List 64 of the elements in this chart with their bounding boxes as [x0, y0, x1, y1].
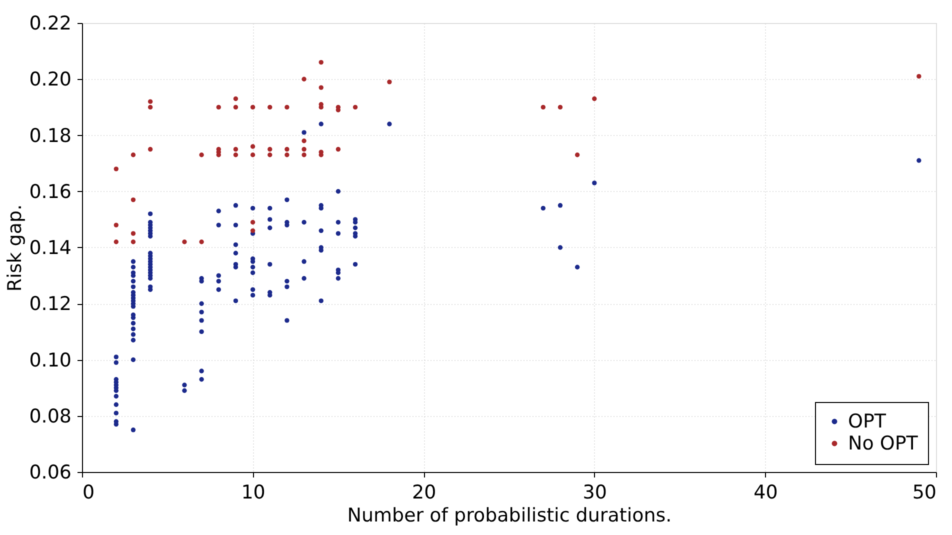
x-axis-title: Number of probabilistic durations.	[347, 504, 672, 526]
y-tick-label: 0.18	[29, 124, 72, 147]
point	[916, 74, 922, 79]
point	[540, 104, 546, 110]
point	[318, 152, 324, 158]
point	[387, 80, 392, 84]
point	[114, 166, 119, 172]
y-tick-label: 0.06	[29, 462, 72, 484]
point	[130, 197, 136, 202]
point	[574, 152, 580, 158]
point	[199, 152, 204, 158]
point	[302, 146, 306, 152]
x-tick-label: 20	[412, 482, 436, 504]
x-tick-label: 50	[912, 482, 936, 504]
point	[284, 146, 290, 152]
point	[182, 240, 187, 244]
x-tick-label: 10	[241, 482, 266, 504]
point	[250, 152, 256, 158]
point	[233, 146, 238, 152]
point	[148, 99, 153, 104]
point	[233, 104, 238, 110]
point	[114, 240, 119, 244]
y-tick-label: 0.16	[29, 180, 72, 203]
point	[199, 240, 204, 244]
legend-label: No OPT	[848, 432, 918, 454]
point	[284, 104, 290, 110]
point	[268, 152, 272, 158]
point	[592, 96, 597, 102]
point	[302, 152, 306, 158]
point	[318, 60, 324, 65]
point	[284, 152, 290, 158]
point	[336, 146, 341, 152]
y-tick-label: 0.10	[29, 349, 72, 372]
point	[148, 104, 153, 110]
y-axis-title: Risk gap.	[4, 204, 26, 292]
legend-label: OPT	[848, 410, 886, 432]
point	[302, 138, 306, 144]
point	[233, 96, 238, 102]
point	[268, 104, 272, 110]
x-tick-label: 0	[82, 482, 95, 504]
y-tick-label: 0.14	[29, 237, 72, 259]
point	[148, 146, 153, 152]
y-tick-label: 0.12	[29, 293, 72, 316]
y-tick-label: 0.22	[29, 12, 72, 34]
y-tick-label: 0.08	[29, 405, 72, 428]
point	[216, 104, 221, 110]
point	[130, 231, 136, 236]
point	[558, 104, 563, 110]
point	[250, 144, 256, 149]
point	[318, 85, 324, 90]
point	[114, 222, 119, 228]
point	[233, 152, 238, 158]
point	[352, 104, 358, 110]
point	[130, 240, 136, 244]
point	[302, 76, 306, 82]
y-tick-label: 0.20	[29, 68, 72, 91]
point	[268, 146, 272, 152]
point	[216, 152, 221, 158]
x-tick-label: 30	[582, 482, 607, 504]
x-tick-label: 40	[754, 482, 778, 504]
point	[250, 104, 256, 110]
point	[250, 228, 256, 234]
point	[130, 152, 136, 158]
point	[250, 220, 256, 225]
